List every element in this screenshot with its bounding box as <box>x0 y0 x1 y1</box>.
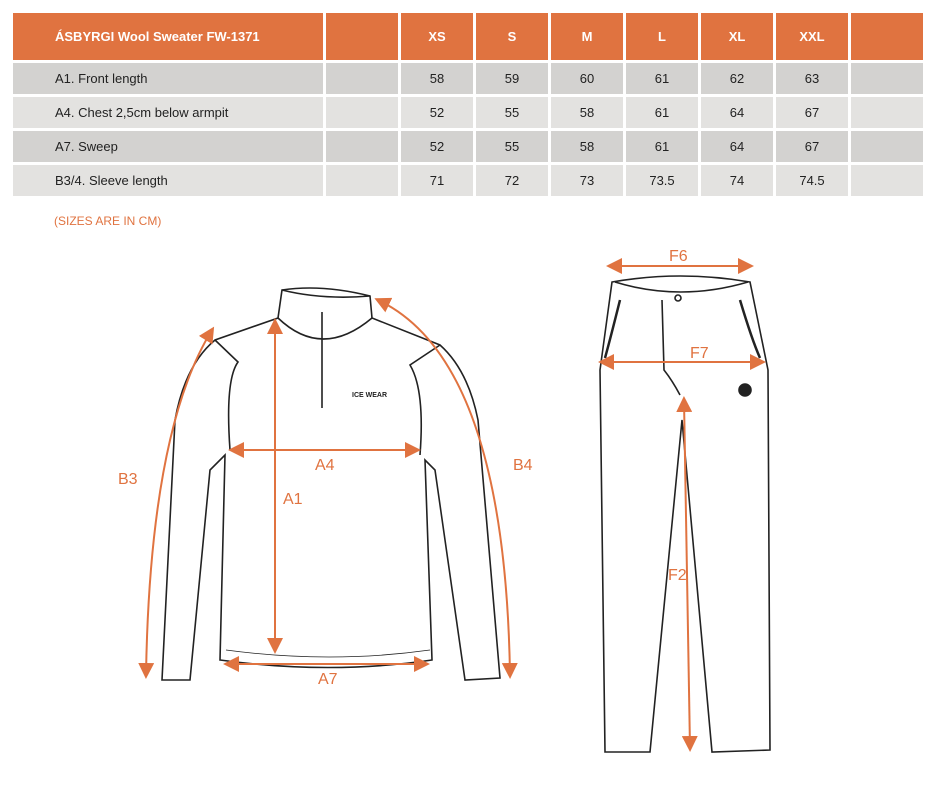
measurement-value: 72 <box>476 165 548 196</box>
empty-cell <box>326 131 398 162</box>
sweater-outline <box>161 287 501 681</box>
size-header: L <box>626 13 698 60</box>
table-title: ÁSBYRGI Wool Sweater FW-1371 <box>13 13 323 60</box>
table-row: B3/4. Sleeve length 71 72 73 73.5 74 74.5 <box>13 165 923 196</box>
label-a4: A4 <box>315 457 335 474</box>
label-a7: A7 <box>318 671 338 688</box>
label-f7: F7 <box>690 345 709 362</box>
label-f6: F6 <box>669 248 688 265</box>
empty-cell <box>326 13 398 60</box>
measurement-value: 59 <box>476 63 548 94</box>
size-header: M <box>551 13 623 60</box>
measurement-value: 55 <box>476 97 548 128</box>
size-header: S <box>476 13 548 60</box>
measurement-label: A1. Front length <box>13 63 323 94</box>
measurement-value: 62 <box>701 63 773 94</box>
label-b3: B3 <box>118 471 138 488</box>
header-row: ÁSBYRGI Wool Sweater FW-1371 XS S M L XL… <box>13 13 923 60</box>
measurement-value: 63 <box>776 63 848 94</box>
empty-cell <box>851 131 923 162</box>
measurement-value: 67 <box>776 131 848 162</box>
measurement-label: B3/4. Sleeve length <box>13 165 323 196</box>
measurement-value: 52 <box>401 131 473 162</box>
table-row: A4. Chest 2,5cm below armpit 52 55 58 61 64 67 <box>13 97 923 128</box>
measurement-value: 73 <box>551 165 623 196</box>
measurement-value: 74.5 <box>776 165 848 196</box>
label-a1: A1 <box>283 491 303 508</box>
units-note: (SIZES ARE IN CM) <box>54 214 162 228</box>
measurement-label: A7. Sweep <box>13 131 323 162</box>
empty-cell <box>326 63 398 94</box>
measurement-value: 73.5 <box>626 165 698 196</box>
measurement-value: 67 <box>776 97 848 128</box>
empty-cell <box>851 165 923 196</box>
size-header: XS <box>401 13 473 60</box>
empty-cell <box>326 165 398 196</box>
measurement-value: 60 <box>551 63 623 94</box>
size-table: ÁSBYRGI Wool Sweater FW-1371 XS S M L XL… <box>10 10 926 199</box>
measurement-value: 64 <box>701 131 773 162</box>
measurement-value: 64 <box>701 97 773 128</box>
measurement-value: 71 <box>401 165 473 196</box>
measurement-value: 61 <box>626 97 698 128</box>
measurement-value: 52 <box>401 97 473 128</box>
label-b4: B4 <box>513 457 533 474</box>
measurement-value: 61 <box>626 131 698 162</box>
measurement-value: 55 <box>476 131 548 162</box>
measurement-value: 58 <box>401 63 473 94</box>
size-header: XL <box>701 13 773 60</box>
measurement-arrows <box>138 258 766 752</box>
measurement-value: 58 <box>551 131 623 162</box>
size-header: XXL <box>776 13 848 60</box>
table-row: A7. Sweep 52 55 58 61 64 67 <box>13 131 923 162</box>
measurement-label: A4. Chest 2,5cm below armpit <box>13 97 323 128</box>
label-f2: F2 <box>668 567 687 584</box>
empty-cell <box>326 97 398 128</box>
empty-cell <box>851 63 923 94</box>
measurement-value: 61 <box>626 63 698 94</box>
ice-wear-logo: ICE WEAR <box>352 392 387 399</box>
table-row: A1. Front length 58 59 60 61 62 63 <box>13 63 923 94</box>
measurement-value: 74 <box>701 165 773 196</box>
empty-cell <box>851 97 923 128</box>
measurement-value: 58 <box>551 97 623 128</box>
empty-cell <box>851 13 923 60</box>
